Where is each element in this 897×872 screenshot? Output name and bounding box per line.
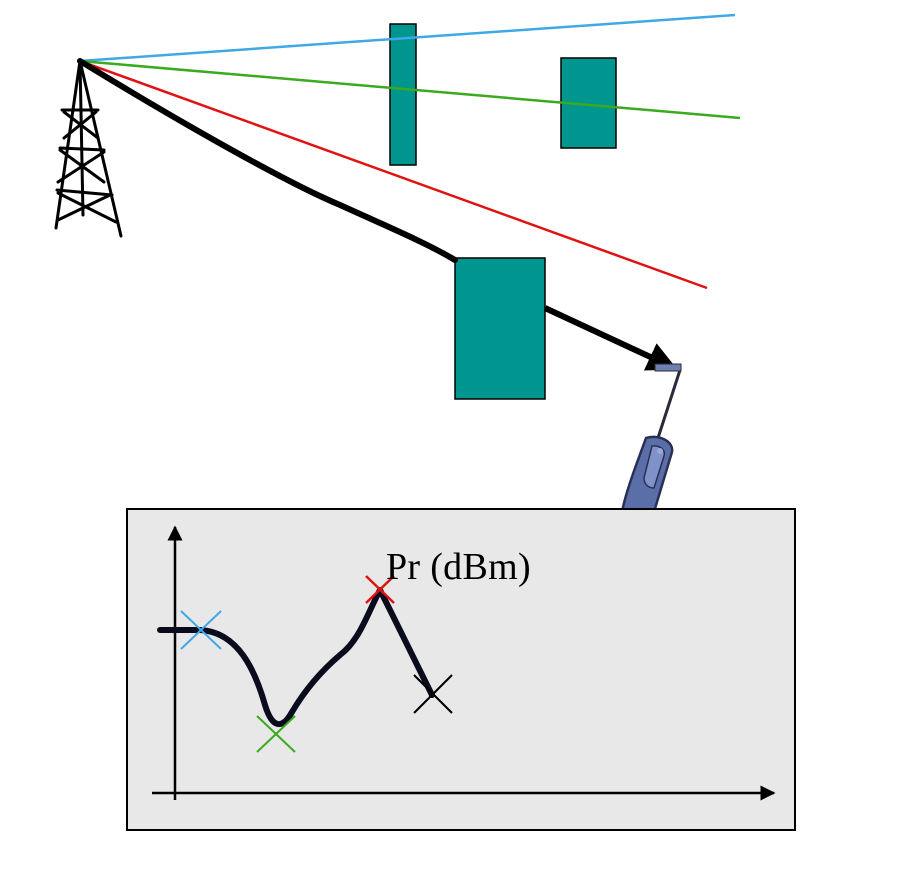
- ray-blue: [79, 13, 736, 63]
- ray-direct-segment-2: [543, 305, 678, 371]
- obstacle-tall-narrow: [389, 23, 417, 166]
- ray-green: [79, 59, 741, 120]
- marker-blue: [180, 610, 222, 650]
- obstacle-large: [454, 257, 546, 400]
- received-power-graph: [126, 508, 796, 831]
- antenna-tower-icon: [54, 59, 123, 238]
- marker-green: [256, 715, 296, 753]
- marker-black: [413, 674, 453, 714]
- ray-direct-segment-1: [77, 58, 458, 263]
- marker-red: [365, 575, 395, 604]
- ray-red: [79, 59, 708, 290]
- graph-y-axis-label: Pr (dBm): [386, 546, 531, 588]
- mobile-phone-icon: [620, 363, 682, 514]
- power-curve: [157, 587, 435, 727]
- graph-panel: [126, 508, 796, 831]
